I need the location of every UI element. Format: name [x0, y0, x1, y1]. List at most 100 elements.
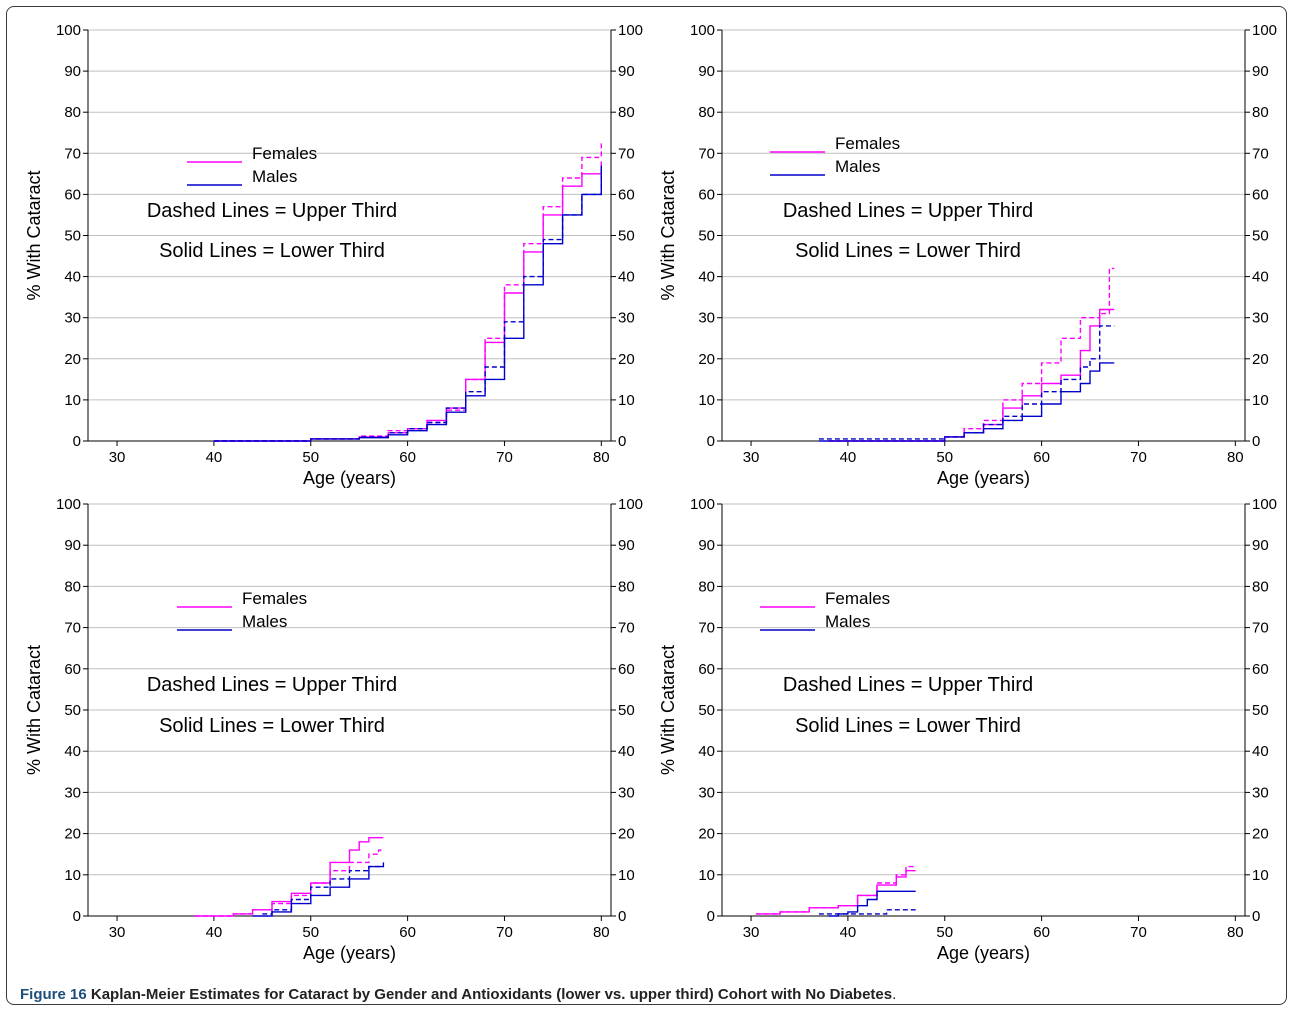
series-females-dashed [213, 141, 602, 442]
y-tick-label-left: 80 [698, 104, 715, 121]
series-males-dashed [213, 169, 602, 442]
y-tick-label-left: 30 [64, 784, 81, 801]
y-tick-label-right: 50 [1252, 228, 1269, 245]
x-tick-label: 50 [302, 924, 319, 941]
legend-label-females: Females [242, 589, 307, 608]
x-tick-label: 70 [496, 449, 513, 466]
y-tick-label-left: 50 [698, 228, 715, 245]
y-tick-label-right: 60 [618, 661, 635, 678]
y-axis-label: % With Cataract [24, 170, 44, 300]
y-axis-label: % With Cataract [658, 645, 678, 775]
y-tick-label-left: 90 [698, 63, 715, 80]
figure-frame [6, 6, 1287, 1005]
y-tick-label-right: 50 [618, 702, 635, 719]
y-tick-label-left: 100 [690, 496, 715, 513]
chart-panel-4: 0 0 10 10 20 20 30 30 40 40 50 50 60 60 70 70 80 80 90 90 10… [658, 496, 1277, 963]
y-tick-label-left: 70 [64, 620, 81, 637]
y-tick-label-right: 50 [618, 228, 635, 245]
x-tick-label: 40 [840, 449, 857, 466]
x-tick-label: 80 [1227, 924, 1244, 941]
y-tick-label-right: 20 [1252, 826, 1269, 843]
y-tick-label-left: 90 [64, 63, 81, 80]
x-axis-label: Age (years) [303, 468, 396, 488]
y-tick-label-right: 80 [1252, 104, 1269, 121]
y-tick-label-right: 100 [1252, 22, 1277, 39]
x-tick-label: 50 [302, 449, 319, 466]
y-tick-label-left: 30 [698, 310, 715, 327]
legend-label-females: Females [252, 144, 317, 163]
x-tick-label: 60 [1033, 924, 1050, 941]
y-tick-label-right: 10 [1252, 867, 1269, 884]
y-tick-label-left: 20 [698, 826, 715, 843]
y-tick-label-right: 40 [1252, 743, 1269, 760]
note-dashed: Dashed Lines = Upper Third [783, 674, 1033, 696]
x-axis-label: Age (years) [937, 468, 1030, 488]
x-tick-label: 70 [496, 924, 513, 941]
series-males-dashed [818, 325, 1115, 440]
y-tick-label-left: 80 [64, 104, 81, 121]
legend-label-females: Females [835, 134, 900, 153]
y-tick-label-right: 30 [618, 784, 635, 801]
note-solid: Solid Lines = Lower Third [159, 715, 385, 737]
y-tick-label-right: 90 [618, 63, 635, 80]
y-tick-label-left: 20 [64, 826, 81, 843]
x-axis-label: Age (years) [303, 943, 396, 963]
y-tick-label-right: 20 [618, 826, 635, 843]
chart-panel-1: 0 0 10 10 20 20 30 30 40 40 50 50 60 60 70 70 80 80 90 90 10… [24, 22, 643, 488]
y-tick-label-right: 70 [618, 620, 635, 637]
y-tick-label-right: 80 [618, 578, 635, 595]
legend-label-females: Females [825, 589, 890, 608]
y-tick-label-right: 0 [618, 433, 626, 450]
x-tick-label: 60 [399, 449, 416, 466]
y-tick-label-right: 10 [618, 392, 635, 409]
note-dashed: Dashed Lines = Upper Third [147, 200, 397, 222]
series-males-dashed [818, 909, 916, 915]
x-tick-label: 80 [593, 924, 610, 941]
x-tick-label: 40 [206, 924, 223, 941]
legend-label-males: Males [252, 167, 297, 186]
y-tick-label-left: 80 [64, 578, 81, 595]
y-tick-label-left: 10 [64, 867, 81, 884]
y-tick-label-left: 0 [707, 908, 715, 925]
series-females-dashed [828, 267, 1115, 442]
y-tick-label-left: 90 [64, 537, 81, 554]
x-tick-label: 50 [936, 924, 953, 941]
y-tick-label-left: 10 [698, 867, 715, 884]
y-tick-label-right: 20 [1252, 351, 1269, 368]
y-tick-label-left: 60 [698, 186, 715, 203]
figure-caption: Figure 16 Kaplan-Meier Estimates for Cat… [20, 986, 896, 1003]
series-males-dashed [262, 865, 384, 915]
x-tick-label: 60 [1033, 449, 1050, 466]
series-females-dashed [194, 849, 384, 917]
x-tick-label: 30 [109, 924, 126, 941]
y-tick-label-right: 70 [1252, 620, 1269, 637]
note-solid: Solid Lines = Lower Third [795, 715, 1021, 737]
y-tick-label-left: 0 [73, 908, 81, 925]
x-tick-label: 40 [840, 924, 857, 941]
y-tick-label-right: 90 [1252, 537, 1269, 554]
y-tick-label-right: 60 [1252, 661, 1269, 678]
legend-label-males: Males [242, 612, 287, 631]
y-tick-label-left: 50 [64, 702, 81, 719]
chart-panel-2: 0 0 10 10 20 20 30 30 40 40 50 50 60 60 70 70 80 80 90 90 10… [658, 22, 1277, 488]
y-tick-label-right: 90 [618, 537, 635, 554]
x-tick-label: 30 [743, 449, 760, 466]
y-tick-label-right: 10 [618, 867, 635, 884]
y-tick-label-right: 20 [618, 351, 635, 368]
series-females-solid [828, 308, 1115, 442]
chart-panel-3: 0 0 10 10 20 20 30 30 40 40 50 50 60 60 70 70 80 80 90 90 10… [24, 496, 643, 963]
y-tick-label-left: 0 [73, 433, 81, 450]
x-axis-label: Age (years) [937, 943, 1030, 963]
y-tick-label-left: 50 [698, 702, 715, 719]
y-tick-label-right: 60 [618, 186, 635, 203]
y-tick-label-right: 40 [618, 743, 635, 760]
y-tick-label-left: 100 [690, 22, 715, 39]
note-dashed: Dashed Lines = Upper Third [147, 674, 397, 696]
series-females-solid [755, 870, 916, 915]
y-tick-label-left: 40 [64, 743, 81, 760]
x-tick-label: 70 [1130, 924, 1147, 941]
y-tick-label-left: 90 [698, 537, 715, 554]
x-tick-label: 80 [593, 449, 610, 466]
y-tick-label-left: 60 [64, 186, 81, 203]
